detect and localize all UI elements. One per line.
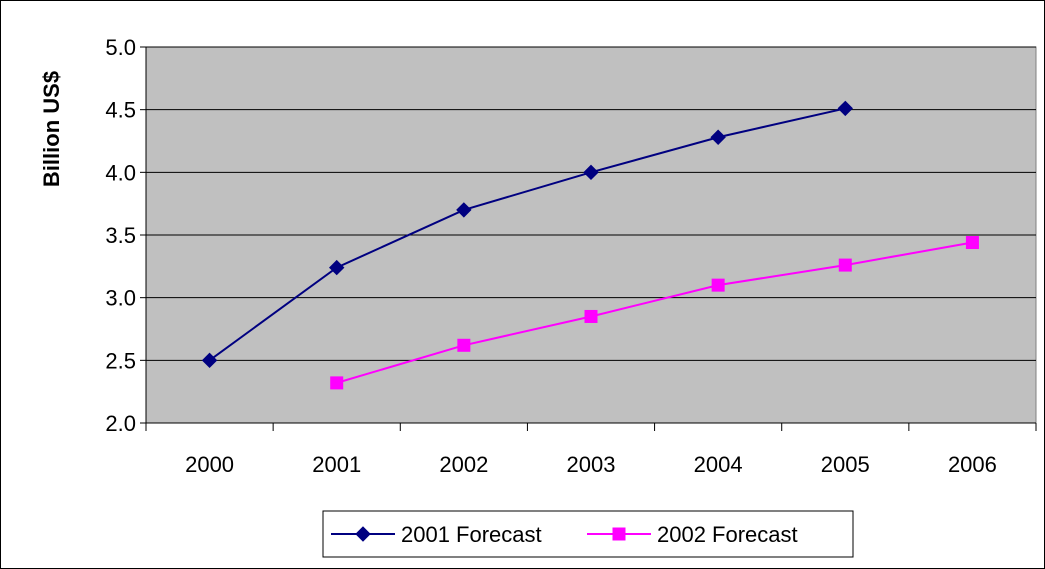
legend: 2001 Forecast 2002 Forecast bbox=[322, 510, 854, 558]
data-point-marker bbox=[584, 309, 598, 323]
series-group bbox=[201, 100, 979, 390]
x-tick-label: 2004 bbox=[694, 452, 743, 477]
data-point-marker bbox=[201, 352, 218, 369]
series-line bbox=[336, 241, 973, 384]
x-tick-label: 2002 bbox=[439, 452, 488, 477]
series-2 bbox=[330, 236, 979, 390]
y-tick-label: 3.0 bbox=[105, 286, 136, 311]
legend-item: 2002 Forecast bbox=[587, 522, 798, 547]
x-tick-label: 2003 bbox=[567, 452, 616, 477]
data-point-marker bbox=[710, 129, 726, 145]
y-tick-label: 4.0 bbox=[105, 160, 136, 185]
data-point-marker bbox=[838, 258, 852, 272]
data-point-marker bbox=[456, 202, 472, 218]
y-axis-label: Billion US$ bbox=[39, 71, 64, 187]
axes: 2.0 2.5 3.0 3.5 4.0 4.5 5.0 2000 2001 2002 2003 200… bbox=[105, 35, 1037, 477]
legend-label: 2002 Forecast bbox=[657, 522, 798, 547]
x-tick-label: 2006 bbox=[948, 452, 997, 477]
data-point-marker bbox=[837, 100, 853, 117]
legend-marker bbox=[612, 527, 626, 541]
y-tick-label: 2.5 bbox=[105, 348, 136, 373]
y-tick-label: 2.0 bbox=[105, 411, 136, 436]
data-point-marker bbox=[457, 338, 471, 352]
legend-marker bbox=[355, 526, 371, 542]
series-1 bbox=[201, 100, 853, 369]
y-tick-label: 3.5 bbox=[105, 223, 136, 248]
data-point-marker bbox=[329, 259, 345, 276]
legend-item: 2001 Forecast bbox=[331, 522, 542, 547]
legend-label: 2001 Forecast bbox=[401, 522, 542, 547]
x-tick-label: 2005 bbox=[821, 452, 870, 477]
data-point-marker bbox=[965, 236, 979, 250]
data-point-marker bbox=[711, 278, 725, 292]
y-tick-label: 4.5 bbox=[105, 98, 136, 123]
series-line bbox=[208, 107, 846, 362]
data-point-marker bbox=[330, 376, 344, 390]
x-tick-label: 2001 bbox=[312, 452, 361, 477]
x-tick-label: 2000 bbox=[185, 452, 234, 477]
data-point-marker bbox=[583, 164, 599, 181]
y-tick-label: 5.0 bbox=[105, 35, 136, 60]
